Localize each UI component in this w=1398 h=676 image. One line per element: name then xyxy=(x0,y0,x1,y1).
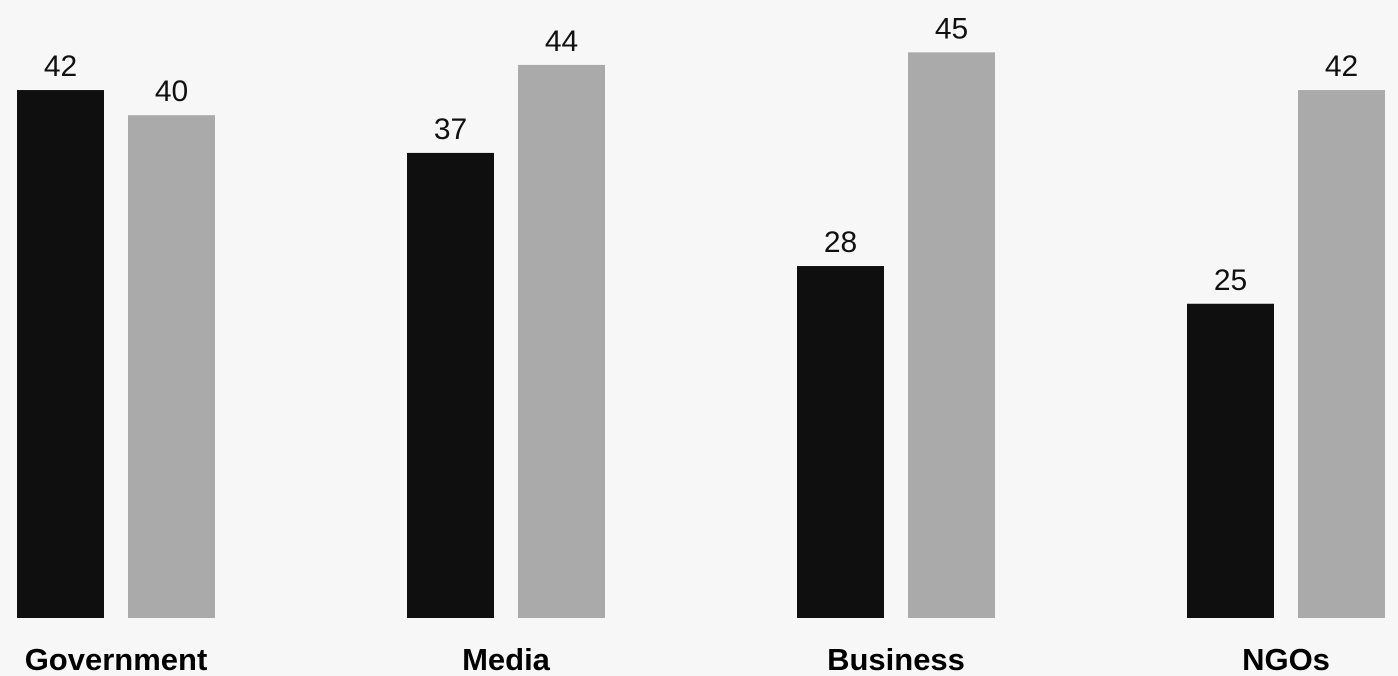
category-label-media: Media xyxy=(462,642,551,676)
bar-government-series-1 xyxy=(17,90,104,618)
value-label-media-series-1: 37 xyxy=(434,113,467,146)
category-labels-group: Government Media Business NGOs xyxy=(25,642,1330,676)
bar-media-series-2 xyxy=(518,64,605,619)
category-label-government: Government xyxy=(25,642,208,676)
value-label-business-series-1: 28 xyxy=(824,226,857,259)
category-label-ngos: NGOs xyxy=(1242,642,1330,676)
value-label-government-series-2: 40 xyxy=(155,75,188,108)
bar-media-series-1 xyxy=(407,152,494,618)
bar-ngos-series-2 xyxy=(1298,90,1385,618)
bar-ngos-series-1 xyxy=(1187,303,1274,618)
bar-business-series-2 xyxy=(908,52,995,619)
value-label-government-series-1: 42 xyxy=(44,50,77,83)
value-label-ngos-series-1: 25 xyxy=(1214,264,1247,297)
value-label-media-series-2: 44 xyxy=(545,25,578,58)
category-label-business: Business xyxy=(827,642,965,676)
bar-business-series-1 xyxy=(797,266,884,618)
value-label-business-series-2: 45 xyxy=(935,12,968,45)
bars-group xyxy=(17,52,1385,619)
value-label-ngos-series-2: 42 xyxy=(1325,50,1358,83)
value-labels-group: 42 37 28 25 40 44 45 42 xyxy=(44,12,1358,296)
bar-government-series-2 xyxy=(128,115,215,618)
